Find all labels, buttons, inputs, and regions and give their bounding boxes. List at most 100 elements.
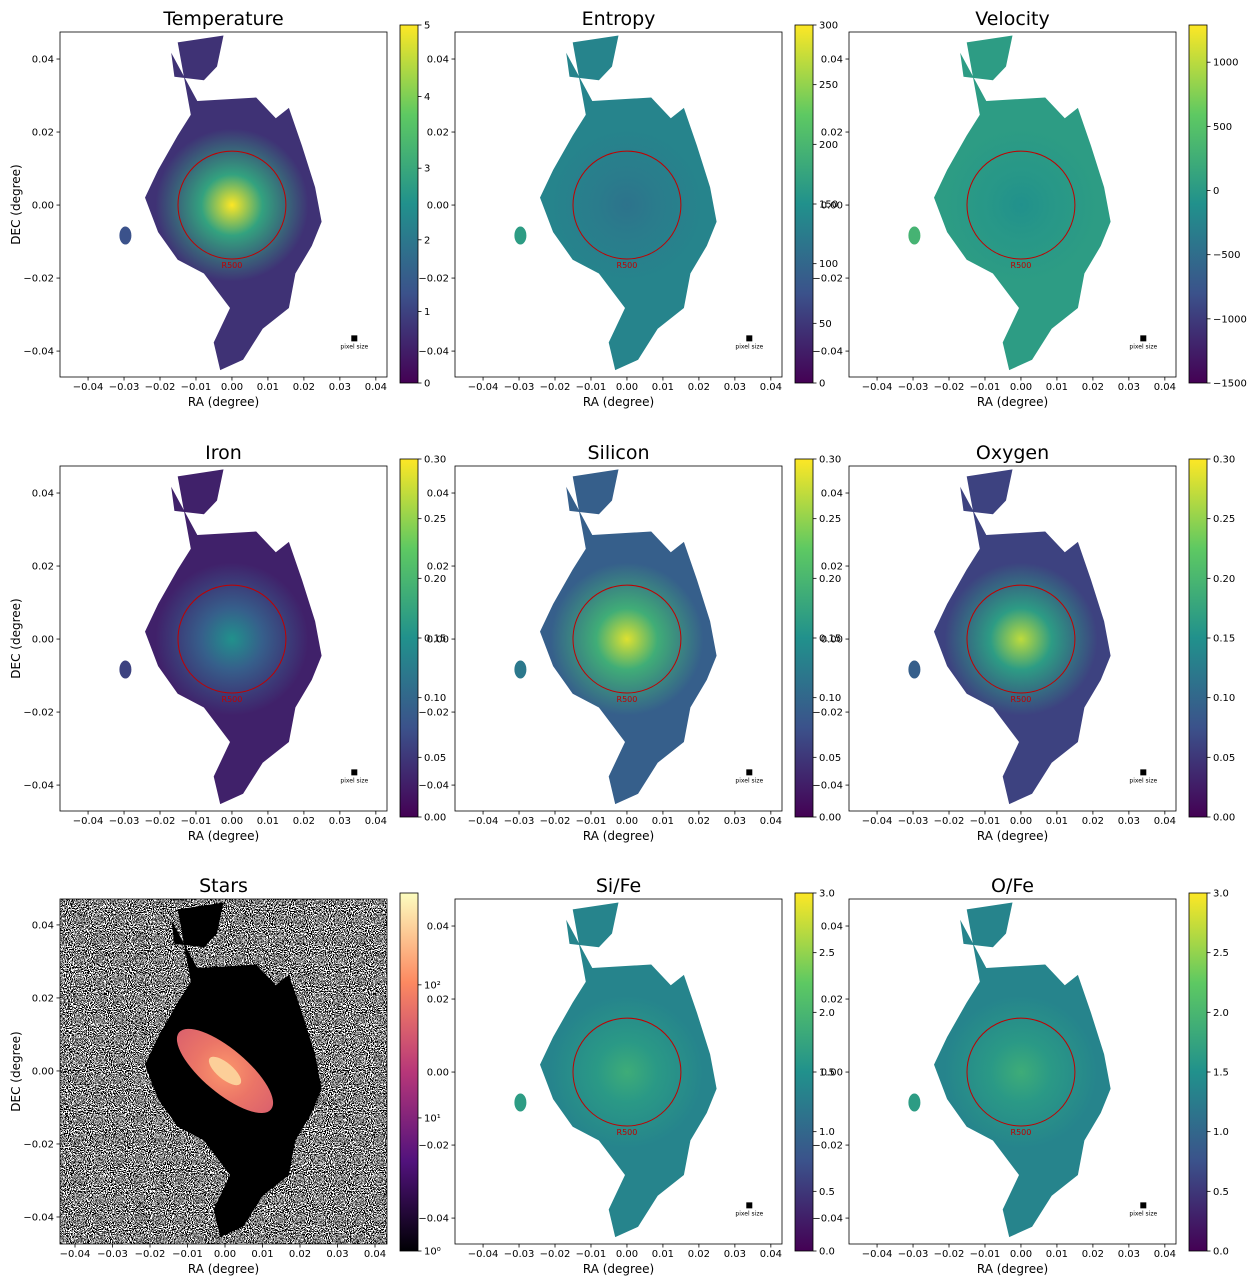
panel-title: Silicon: [587, 442, 649, 464]
colorbar-tick-label: 0.05: [1213, 753, 1235, 764]
y-axis-label: DEC (degree): [9, 164, 23, 244]
map-image: [908, 35, 1111, 371]
colorbar-tick-label: 4: [424, 92, 430, 103]
annotation: R500: [222, 695, 243, 704]
colorbar-tick-label: 2.5: [819, 948, 835, 959]
map-image: [514, 469, 717, 805]
annotation: R500: [1011, 261, 1032, 270]
gas-map: [540, 469, 717, 805]
x-tick-label: −0.03: [898, 1249, 929, 1260]
panel-title: Iron: [205, 442, 242, 464]
annotation: R500: [222, 261, 243, 270]
axes-frame: [454, 898, 783, 1245]
colorbar-tick-label: 10¹: [424, 1113, 441, 1124]
colorbar-tick-label: 500: [1213, 122, 1232, 133]
x-tick-label: 0.00: [1010, 382, 1032, 393]
gas-clump: [514, 660, 527, 679]
y-tick-label: 0.00: [427, 1068, 449, 1079]
x-tick-label: −0.04: [468, 816, 499, 827]
y-tick-label: 0.00: [821, 635, 843, 646]
colorbar-tick-label: 0.10: [1213, 693, 1235, 704]
axes-frame: [454, 465, 783, 812]
x-tick-label: −0.04: [73, 382, 104, 393]
x-tick-label: 0.02: [688, 1249, 710, 1260]
gas-clump: [514, 1093, 527, 1112]
axes-frame: [848, 465, 1177, 812]
x-tick-label: −0.04: [73, 816, 104, 827]
annotation: R500: [1011, 695, 1032, 704]
colorbar: [1188, 24, 1208, 384]
y-tick-label: −0.02: [418, 1141, 449, 1152]
x-tick-label: −0.02: [135, 1249, 166, 1260]
x-tick-label: −0.04: [862, 1249, 893, 1260]
axes-frame: [59, 898, 388, 1245]
colorbar-tick-label: 0.20: [1213, 574, 1235, 585]
gas-clump: [514, 226, 527, 245]
y-tick-label: −0.04: [23, 1212, 54, 1223]
annotation: R500: [617, 261, 638, 270]
annotation: pixel size: [735, 777, 763, 784]
x-tick-label: −0.02: [540, 382, 571, 393]
gas-clump: [908, 660, 921, 679]
x-tick-label: −0.01: [576, 1249, 607, 1260]
y-tick-label: 0.04: [32, 920, 54, 931]
y-tick-label: −0.04: [23, 347, 54, 358]
colorbar-tick-label: 0.15: [424, 634, 446, 645]
axes-frame: [59, 31, 388, 378]
colorbar-tick-label: 10⁰: [424, 1247, 441, 1258]
x-tick-label: −0.03: [109, 382, 140, 393]
map-image: [119, 35, 322, 371]
panel-title: Stars: [199, 875, 248, 897]
annotation: pixel size: [340, 777, 368, 784]
annotation: R500: [617, 1128, 638, 1137]
x-tick-label: 0.01: [1046, 382, 1068, 393]
colorbar: [399, 892, 419, 1252]
r500-circle: [966, 584, 1076, 694]
x-tick-label: 0.04: [760, 382, 782, 393]
r500-circle: [572, 584, 682, 694]
x-tick-label: 0.02: [289, 1249, 311, 1260]
y-tick-label: −0.02: [418, 708, 449, 719]
map-image: [119, 469, 322, 805]
colorbar-tick-label: 0.25: [1213, 514, 1235, 525]
colorbar-tick-label: 0.30: [1213, 455, 1235, 466]
x-axis-label: RA (degree): [977, 1262, 1048, 1276]
y-tick-label: 0.02: [427, 128, 449, 139]
gas-clump: [119, 660, 132, 679]
y-tick-label: −0.02: [23, 274, 54, 285]
colorbar-tick-label: −1500: [1213, 379, 1247, 390]
y-tick-label: 0.02: [32, 562, 54, 573]
x-tick-label: −0.02: [540, 1249, 571, 1260]
gas-clump: [119, 226, 132, 245]
x-tick-label: 0.01: [251, 1249, 273, 1260]
y-tick-label: −0.02: [812, 274, 843, 285]
colorbar-tick-label: 0.20: [819, 574, 841, 585]
y-axis-label: DEC (degree): [9, 598, 23, 678]
colorbar-tick-label: 50: [819, 319, 832, 330]
x-tick-label: −0.01: [576, 816, 607, 827]
x-tick-label: −0.03: [504, 816, 535, 827]
x-axis-label: RA (degree): [188, 395, 259, 409]
colorbar-tick-label: 0.15: [819, 634, 841, 645]
y-tick-label: 0.02: [427, 562, 449, 573]
x-tick-label: 0.03: [329, 816, 351, 827]
panel-title: Si/Fe: [596, 875, 641, 897]
colorbar: [794, 458, 814, 818]
colorbar-tick-label: 0.5: [1213, 1187, 1229, 1198]
gas-clump: [908, 1093, 921, 1112]
colorbar-tick-label: 0.10: [424, 693, 446, 704]
x-tick-label: 0.02: [293, 816, 315, 827]
x-tick-label: 0.03: [724, 1249, 746, 1260]
colorbar-tick-label: 0.15: [1213, 634, 1235, 645]
y-tick-label: −0.02: [23, 1139, 54, 1150]
x-tick-label: −0.02: [145, 816, 176, 827]
x-tick-label: 0.00: [616, 382, 638, 393]
r500-circle: [966, 1017, 1076, 1127]
x-tick-label: −0.01: [181, 816, 212, 827]
x-tick-label: −0.04: [468, 1249, 499, 1260]
x-tick-label: 0.00: [616, 816, 638, 827]
x-tick-label: 0.01: [257, 382, 279, 393]
x-tick-label: −0.02: [934, 816, 965, 827]
